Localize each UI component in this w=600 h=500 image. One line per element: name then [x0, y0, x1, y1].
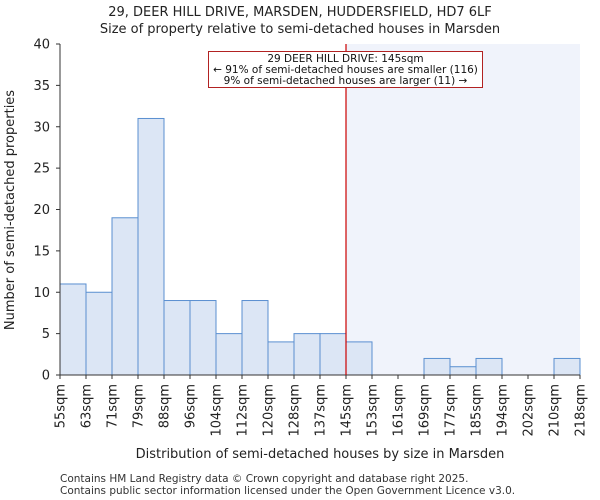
y-tick-label: 15 — [33, 244, 50, 259]
footer-licence: Contains public sector information licen… — [60, 485, 516, 497]
histogram-bar — [345, 341, 373, 376]
x-tick-label: 137sqm — [314, 384, 329, 437]
y-tick-label: 5 — [42, 327, 50, 342]
histogram-bar — [475, 357, 503, 376]
x-tick-label: 128sqm — [288, 384, 303, 437]
histogram-bar — [59, 283, 87, 376]
histogram-bar — [319, 333, 347, 376]
x-tick-label: 169sqm — [418, 384, 433, 437]
chart-title: 29, DEER HILL DRIVE, MARSDEN, HUDDERSFIE… — [108, 5, 492, 20]
histogram-bar — [215, 333, 243, 376]
annotation-line-3: 9% of semi-detached houses are larger (1… — [223, 75, 468, 87]
y-tick-label: 20 — [33, 203, 50, 218]
x-tick-label: 202sqm — [522, 384, 537, 437]
histogram-bar — [163, 300, 191, 376]
x-tick-label: 218sqm — [574, 384, 589, 437]
x-tick-label: 185sqm — [470, 384, 485, 437]
x-tick-label: 71sqm — [106, 384, 121, 428]
marker-annotation: 29 DEER HILL DRIVE: 145sqm ← 91% of semi… — [208, 51, 483, 88]
x-tick-label: 145sqm — [340, 384, 355, 437]
y-tick-label: 30 — [33, 120, 50, 135]
highlight-region — [346, 44, 580, 375]
annotation-line-2: ← 91% of semi-detached houses are smalle… — [213, 64, 478, 76]
x-tick-label: 63sqm — [80, 384, 95, 428]
x-tick-label: 161sqm — [392, 384, 407, 437]
footer-copyright: Contains HM Land Registry data © Crown c… — [60, 473, 469, 485]
histogram-bar — [111, 217, 139, 376]
histogram-bar — [553, 357, 581, 376]
histogram-bar — [241, 300, 269, 376]
y-tick-label: 40 — [33, 38, 50, 53]
histogram-bar — [423, 357, 451, 376]
histogram-bar — [85, 291, 113, 376]
histogram-bar — [267, 341, 295, 376]
x-tick-label: 194sqm — [496, 384, 511, 437]
x-tick-label: 120sqm — [262, 384, 277, 437]
x-tick-label: 177sqm — [444, 384, 459, 437]
annotation-line-1: 29 DEER HILL DRIVE: 145sqm — [267, 53, 424, 65]
y-tick-label: 10 — [33, 286, 50, 301]
x-tick-label: 112sqm — [236, 384, 251, 437]
y-tick-label: 25 — [33, 162, 50, 177]
x-tick-label: 96sqm — [184, 384, 199, 428]
x-tick-label: 210sqm — [548, 384, 563, 437]
histogram-bar — [189, 300, 217, 376]
x-tick-label: 104sqm — [210, 384, 225, 437]
y-tick-label: 35 — [33, 79, 50, 94]
histogram-bar — [137, 117, 165, 376]
x-tick-label: 153sqm — [366, 384, 381, 437]
x-tick-label: 79sqm — [132, 384, 147, 428]
y-tick-label: 0 — [42, 369, 50, 384]
y-axis-label: Number of semi-detached properties — [3, 90, 18, 330]
plot-area: 0 5 10 15 20 25 30 35 40 55sqm 63sqm 71sqm 79sqm 88sq… — [33, 38, 588, 437]
x-tick-label: 88sqm — [158, 384, 173, 428]
histogram-bar — [293, 333, 321, 376]
x-axis-label: Distribution of semi-detached houses by … — [136, 447, 505, 462]
x-tick-label: 55sqm — [54, 384, 69, 428]
histogram-bar — [449, 366, 477, 376]
chart-subtitle: Size of property relative to semi-detach… — [100, 22, 500, 37]
